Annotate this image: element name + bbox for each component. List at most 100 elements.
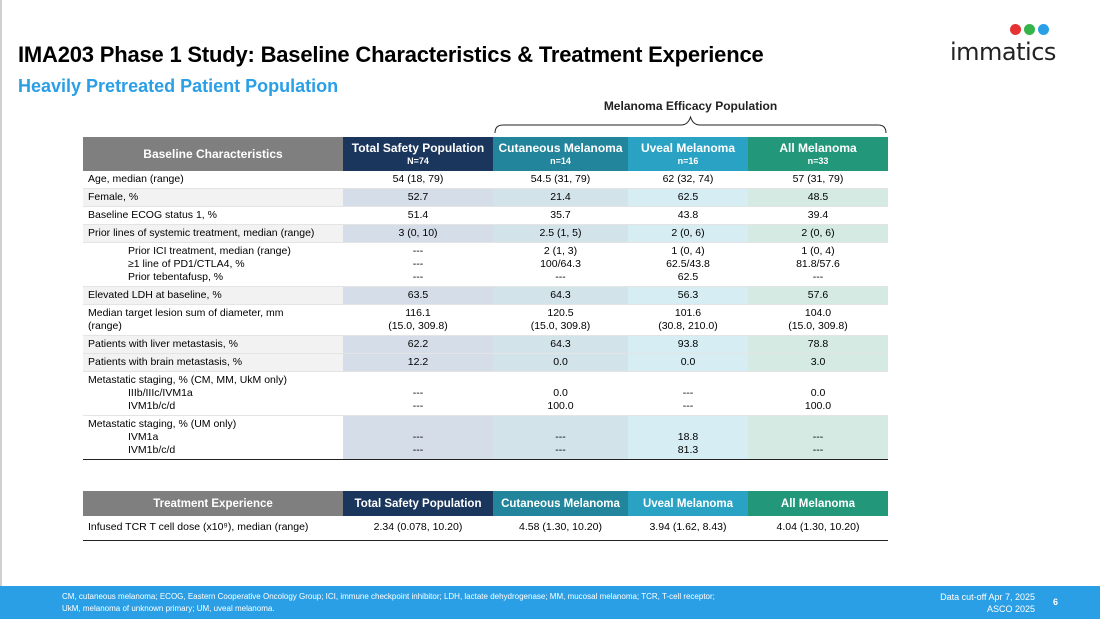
cell-value: --- xyxy=(812,271,824,283)
cell-all: 4.04 (1.30, 10.20) xyxy=(748,516,888,540)
cell-value: --- xyxy=(412,400,424,412)
footer-meta: Data cut-off Apr 7, 2025 ASCO 2025 xyxy=(940,591,1035,615)
cell-cutaneous: 4.58 (1.30, 10.20) xyxy=(493,516,628,540)
table-row-prior-lines: Prior lines of systemic treatment, media… xyxy=(83,224,888,243)
cell-uveal: 56.3 xyxy=(628,286,748,305)
cell-value: 100/64.3 xyxy=(540,258,581,270)
data-cutoff: Data cut-off Apr 7, 2025 xyxy=(940,592,1035,602)
cell-all: 39.4 xyxy=(748,206,888,225)
cell-value: --- xyxy=(412,258,424,270)
cell-uveal: 3.94 (1.62, 8.43) xyxy=(628,516,748,540)
header-n: n=14 xyxy=(550,156,571,166)
cell-uveal: 62 (32, 74) xyxy=(628,171,748,189)
cell-cutaneous: 0.0 100.0 xyxy=(493,371,628,416)
header-total-safety: Total Safety Population xyxy=(343,491,493,516)
row-label: Baseline ECOG status 1, % xyxy=(83,206,343,225)
cell-cutaneous: 64.3 xyxy=(493,335,628,354)
cell-cutaneous: 54.5 (31, 79) xyxy=(493,171,628,189)
cell-range: (15.0, 309.8) xyxy=(788,320,848,332)
header-all-melanoma: All Melanoma xyxy=(748,491,888,516)
cell-value: --- xyxy=(412,444,424,456)
header-n: N=74 xyxy=(407,156,429,166)
header-cutaneous: Cutaneous Melanoma n=14 xyxy=(493,137,628,171)
cell-range: (15.0, 309.8) xyxy=(530,320,591,332)
slide-title: IMA203 Phase 1 Study: Baseline Character… xyxy=(18,42,764,67)
cell-total: 63.5 xyxy=(343,286,493,305)
row-label: Prior lines of systemic treatment, media… xyxy=(83,224,343,243)
cell-uveal: --- --- xyxy=(628,371,748,416)
cell-total: --- --- xyxy=(343,371,493,416)
cell-value: --- xyxy=(812,431,824,443)
header-total-safety: Total Safety Population N=74 xyxy=(343,137,493,171)
row-label: Elevated LDH at baseline, % xyxy=(83,286,343,305)
row-label-group: Prior ICI treatment, median (range) ≥1 l… xyxy=(83,242,343,287)
table-row-staging-um: Metastatic staging, % (UM only) IVM1a IV… xyxy=(83,415,888,460)
cell-uveal: 62.5 xyxy=(628,188,748,207)
header-baseline-characteristics: Baseline Characteristics xyxy=(83,137,343,171)
cell-total: 54 (18, 79) xyxy=(343,171,493,189)
row-label: IIIb/IIIc/IVM1a xyxy=(128,387,193,399)
cell-uveal: 0.0 xyxy=(628,353,748,372)
cell-total: 2.34 (0.078, 10.20) xyxy=(343,516,493,540)
cell-value: 62.5/43.8 xyxy=(666,258,710,270)
cell-all: 57 (31, 79) xyxy=(748,171,888,189)
cell-all: 104.0 (15.0, 309.8) xyxy=(748,304,888,336)
header-label: Uveal Melanoma xyxy=(640,141,736,155)
header-uveal: Uveal Melanoma n=16 xyxy=(628,137,748,171)
table-row-brain-metastasis: Patients with brain metastasis, % 12.2 0… xyxy=(83,353,888,372)
cell-value: --- xyxy=(812,444,824,456)
efficacy-brace-icon xyxy=(494,115,887,134)
row-label: Prior tebentafusp, % xyxy=(128,271,224,283)
logo-wordmark: immatics xyxy=(950,38,1056,66)
cell-total: 62.2 xyxy=(343,335,493,354)
cell-total: 12.2 xyxy=(343,353,493,372)
row-label: Prior ICI treatment, median (range) xyxy=(128,245,291,257)
cell-value: 18.8 xyxy=(677,431,699,443)
baseline-characteristics-table: Baseline Characteristics Total Safety Po… xyxy=(83,137,888,460)
header-n: n=16 xyxy=(677,156,699,166)
header-label: Cutaneous Melanoma xyxy=(498,141,623,155)
immatics-logo: immatics xyxy=(950,20,1070,70)
row-label: ≥1 line of PD1/CTLA4, % xyxy=(128,258,245,270)
cell-uveal: 18.8 81.3 xyxy=(628,415,748,460)
cell-all: 1 (0, 4) 81.8/57.6 --- xyxy=(748,242,888,287)
cell-value: --- xyxy=(412,271,424,283)
logo-green-dot xyxy=(1024,24,1035,35)
conference-label: ASCO 2025 xyxy=(986,604,1035,614)
table-row-female: Female, % 52.7 21.4 62.5 48.5 xyxy=(83,188,888,207)
cell-value: 0.0 xyxy=(553,387,568,399)
row-label-sub: (range) xyxy=(88,320,122,332)
cell-cutaneous: 2 (1, 3) 100/64.3 --- xyxy=(493,242,628,287)
logo-dots-icon xyxy=(1010,24,1049,35)
cell-cutaneous: 0.0 xyxy=(493,353,628,372)
cell-value: --- xyxy=(555,431,566,443)
header-treatment-experience: Treatment Experience xyxy=(83,491,343,516)
cell-value: 116.1 xyxy=(405,307,431,319)
treatment-experience-table: Treatment Experience Total Safety Popula… xyxy=(83,491,888,541)
table-row-age: Age, median (range) 54 (18, 79) 54.5 (31… xyxy=(83,171,888,189)
cell-uveal: 101.6 (30.8, 210.0) xyxy=(628,304,748,336)
cell-range: (15.0, 309.8) xyxy=(388,320,448,332)
cell-uveal: 43.8 xyxy=(628,206,748,225)
row-label: Female, % xyxy=(83,188,343,207)
row-label: Median target lesion sum of diameter, mm xyxy=(88,307,284,319)
table-row-ecog: Baseline ECOG status 1, % 51.4 35.7 43.8… xyxy=(83,206,888,225)
row-label-group: Median target lesion sum of diameter, mm… xyxy=(83,304,343,336)
header-label: All Melanoma xyxy=(779,141,857,155)
cell-value: 0.0 xyxy=(810,387,826,399)
cell-cutaneous: 64.3 xyxy=(493,286,628,305)
table-row-tcr-dose: Infused TCR T cell dose (x10⁹), median (… xyxy=(83,516,888,540)
cell-value: 101.6 xyxy=(674,307,702,319)
abbreviations-line: UkM, melanoma of unknown primary; UM, uv… xyxy=(62,604,275,613)
header-n: n=33 xyxy=(807,156,829,166)
cell-value: --- xyxy=(682,400,694,412)
treatment-header-row: Treatment Experience Total Safety Popula… xyxy=(83,491,888,516)
cell-value: 120.5 xyxy=(547,307,574,319)
cell-all: 57.6 xyxy=(748,286,888,305)
cell-cutaneous: --- --- xyxy=(493,415,628,460)
cell-value: --- xyxy=(412,431,424,443)
cell-range: (30.8, 210.0) xyxy=(658,320,718,332)
cell-all: 3.0 xyxy=(748,353,888,372)
cell-all: --- --- xyxy=(748,415,888,460)
cell-uveal: 93.8 xyxy=(628,335,748,354)
